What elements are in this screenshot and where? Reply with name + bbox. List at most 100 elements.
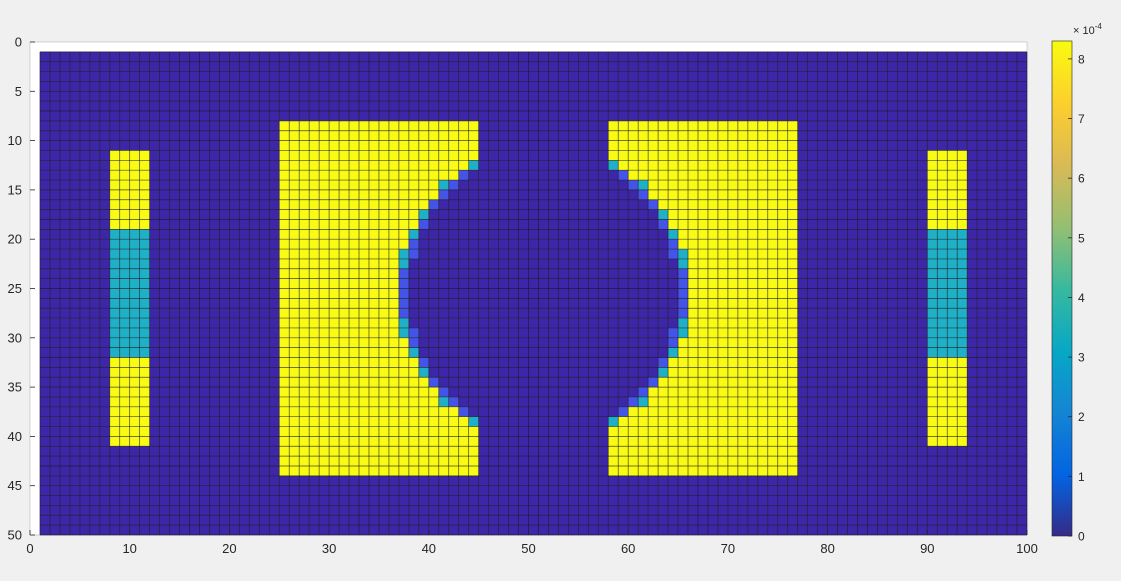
heatmap-cell <box>239 111 250 121</box>
heatmap-cell <box>987 475 998 486</box>
heatmap-cell <box>488 446 499 457</box>
heatmap-cell <box>428 258 439 269</box>
heatmap-cell <box>897 515 908 526</box>
heatmap-cell <box>518 101 529 112</box>
heatmap-cell <box>1007 495 1018 506</box>
heatmap-cell <box>658 150 669 161</box>
heatmap-cell <box>448 189 459 200</box>
heatmap-cell <box>658 505 669 516</box>
heatmap-cell <box>648 219 659 230</box>
heatmap-cell <box>897 111 908 121</box>
heatmap-cell <box>558 485 569 496</box>
heatmap-cell <box>937 150 948 161</box>
heatmap-cell <box>558 456 569 466</box>
heatmap-cell <box>518 170 529 181</box>
heatmap-cell <box>747 199 758 210</box>
heatmap-cell <box>518 298 529 309</box>
heatmap-cell <box>757 525 768 535</box>
heatmap-cell <box>119 525 130 535</box>
heatmap-cell <box>737 71 748 82</box>
heatmap-cell <box>478 416 489 427</box>
heatmap-cell <box>79 170 90 181</box>
heatmap-cell <box>688 170 698 181</box>
heatmap-cell <box>309 101 320 112</box>
heatmap-cell <box>199 436 210 447</box>
heatmap-cell <box>618 189 629 200</box>
heatmap-cell <box>787 120 798 131</box>
heatmap-cell <box>997 120 1008 131</box>
heatmap-cell <box>59 61 70 72</box>
heatmap-cell <box>398 150 409 161</box>
heatmap-cell <box>69 101 80 112</box>
heatmap-cell <box>947 357 958 368</box>
heatmap-cell <box>628 249 639 259</box>
heatmap-cell <box>279 120 290 131</box>
heatmap-cell <box>588 180 599 190</box>
heatmap-cell <box>219 485 230 496</box>
heatmap-cell <box>638 406 649 417</box>
heatmap-cell <box>249 199 260 210</box>
heatmap-cell <box>987 91 998 102</box>
heatmap-cell <box>717 485 728 496</box>
heatmap-cell <box>548 436 559 447</box>
heatmap-cell <box>847 71 858 82</box>
heatmap-cell <box>997 406 1008 417</box>
heatmap-cell <box>897 130 908 141</box>
heatmap-cell <box>438 229 449 240</box>
heatmap-cell <box>558 406 569 417</box>
heatmap-cell <box>359 357 369 368</box>
heatmap-cell <box>59 140 70 151</box>
heatmap-cell <box>488 337 499 348</box>
heatmap-cell <box>967 101 978 112</box>
heatmap-cell <box>588 160 599 171</box>
heatmap-cell <box>887 406 898 417</box>
heatmap-cell <box>368 308 379 319</box>
heatmap-cell <box>438 465 449 476</box>
heatmap-cell <box>49 416 60 427</box>
heatmap-cell <box>49 91 60 102</box>
heatmap-cell <box>717 249 728 259</box>
heatmap-cell <box>588 357 599 368</box>
heatmap-cell <box>498 337 509 348</box>
heatmap-cell <box>508 308 519 319</box>
heatmap-cell <box>707 258 718 269</box>
heatmap-cell <box>239 239 250 250</box>
heatmap-cell <box>69 456 80 466</box>
heatmap-cell <box>139 505 150 516</box>
heatmap-cell <box>638 160 649 171</box>
heatmap-cell <box>149 120 160 131</box>
heatmap-cell <box>528 387 539 397</box>
heatmap-cell <box>867 249 878 259</box>
heatmap-cell <box>847 229 858 240</box>
heatmap-cell <box>199 239 210 250</box>
heatmap-cell <box>408 61 419 72</box>
heatmap-cell <box>329 327 340 338</box>
heatmap-cell <box>977 51 988 62</box>
heatmap-cell <box>548 475 559 486</box>
heatmap-cell <box>448 446 459 457</box>
heatmap-cell <box>887 456 898 466</box>
heatmap-cell <box>697 180 708 190</box>
heatmap-cell <box>907 120 918 131</box>
heatmap-cell <box>598 396 609 407</box>
heatmap-cell <box>568 91 579 102</box>
heatmap-cell <box>797 51 808 62</box>
heatmap-cell <box>957 239 968 250</box>
heatmap-cell <box>528 337 539 348</box>
heatmap-cell <box>478 357 489 368</box>
heatmap-cell <box>219 367 230 378</box>
heatmap-cell <box>678 71 689 82</box>
heatmap-cell <box>917 357 928 368</box>
heatmap-cell <box>329 456 340 466</box>
heatmap-cell <box>917 51 928 62</box>
heatmap-cell <box>638 377 649 388</box>
heatmap-cell <box>159 357 170 368</box>
heatmap-cell <box>787 180 798 190</box>
heatmap-cell <box>857 170 868 181</box>
heatmap-cell <box>368 219 379 230</box>
heatmap-cell <box>807 308 818 319</box>
heatmap-cell <box>49 278 60 289</box>
heatmap-cell <box>99 416 110 427</box>
heatmap-cell <box>199 71 210 82</box>
heatmap-cell <box>149 367 160 378</box>
